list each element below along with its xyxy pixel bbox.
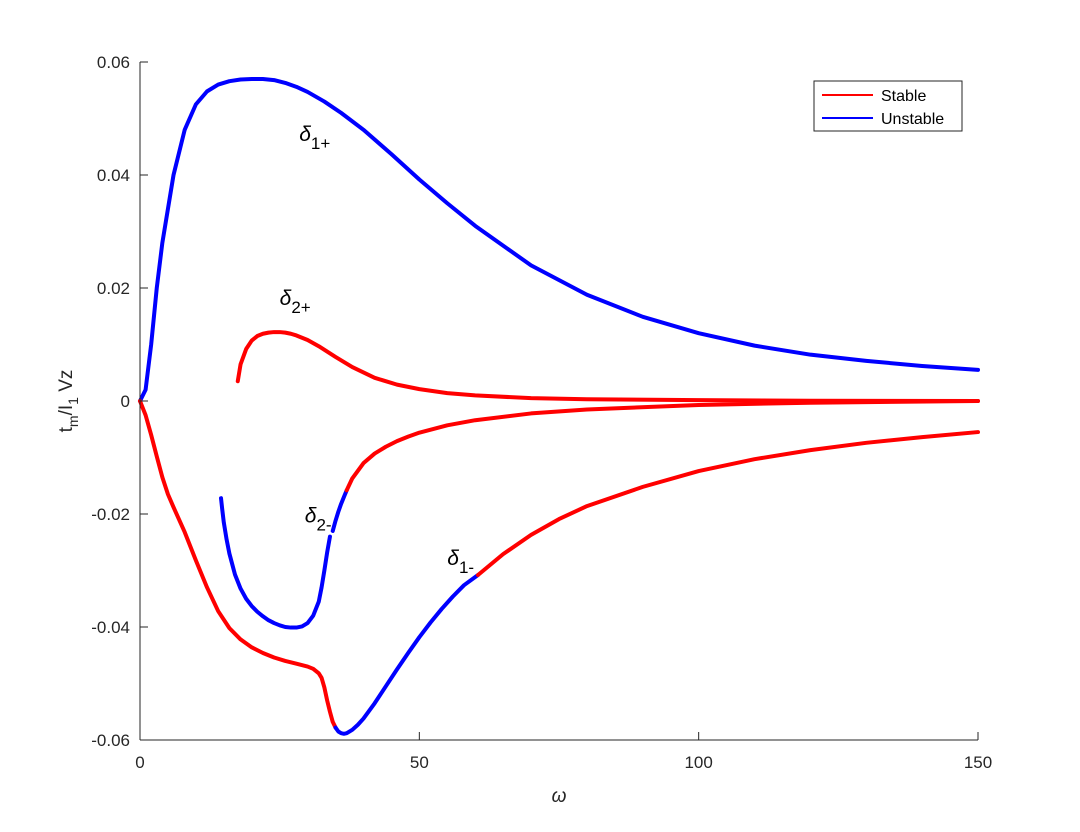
curve-label-subscript: 2- — [316, 515, 331, 534]
legend-label-stable: Stable — [881, 88, 926, 105]
y-axis-title-sub-m: m — [65, 415, 81, 427]
curve-label-subscript: 1+ — [311, 134, 330, 153]
y-tick-label: 0.04 — [97, 166, 130, 185]
y-tick-label: 0 — [121, 392, 130, 411]
curve-label: δ1- — [447, 547, 474, 577]
curve-label-symbol: δ — [280, 287, 292, 310]
series-line-4 — [344, 399, 980, 493]
series-line-2 — [219, 496, 332, 630]
series-line-0 — [138, 76, 980, 403]
curve-label: δ1+ — [299, 123, 330, 153]
y-tick-label: -0.04 — [91, 618, 130, 637]
curve-label-symbol: δ — [299, 123, 311, 146]
y-tick-label: -0.02 — [91, 505, 130, 524]
curve-label-subscript: 1- — [459, 558, 474, 577]
curve-label-symbol: δ — [447, 547, 459, 570]
x-tick-label: 150 — [964, 753, 992, 772]
x-axis-title: ω — [552, 786, 567, 807]
series-line-5 — [138, 399, 338, 730]
legend-label-unstable: Unstable — [881, 111, 944, 128]
curve-label: δ2- — [305, 504, 332, 534]
y-axis-title-sub-1: 1 — [65, 397, 81, 405]
x-tick-label: 50 — [410, 753, 429, 772]
plot-lines — [138, 76, 980, 736]
legend: Stable Unstable — [813, 80, 963, 132]
y-axis-title: tm/I1 Vz — [56, 370, 81, 433]
x-ticks: 0 50 100 150 — [135, 732, 992, 772]
series-line-1 — [235, 330, 980, 403]
curve-label-subscript: 2+ — [291, 298, 310, 317]
y-axis-title-vz: Vz — [56, 370, 77, 397]
curve-labels: δ1+δ2+δ2-δ1- — [280, 123, 474, 577]
y-ticks: -0.06 -0.04 -0.02 0 0.02 0.04 0.06 — [91, 53, 148, 750]
series-line-3 — [330, 488, 349, 533]
y-tick-label: 0.06 — [97, 53, 130, 72]
y-axis-title-t: t — [56, 426, 77, 432]
y-axis-title-slash-i: /I — [56, 405, 77, 416]
series-line-7 — [475, 430, 980, 578]
series-line-6 — [333, 573, 480, 736]
curve-label-symbol: δ — [305, 504, 317, 527]
x-tick-label: 0 — [135, 753, 144, 772]
y-tick-label: -0.06 — [91, 731, 130, 750]
legend-box — [813, 80, 963, 132]
curve-label: δ2+ — [280, 287, 311, 317]
x-tick-label: 100 — [684, 753, 712, 772]
y-tick-label: 0.02 — [97, 279, 130, 298]
